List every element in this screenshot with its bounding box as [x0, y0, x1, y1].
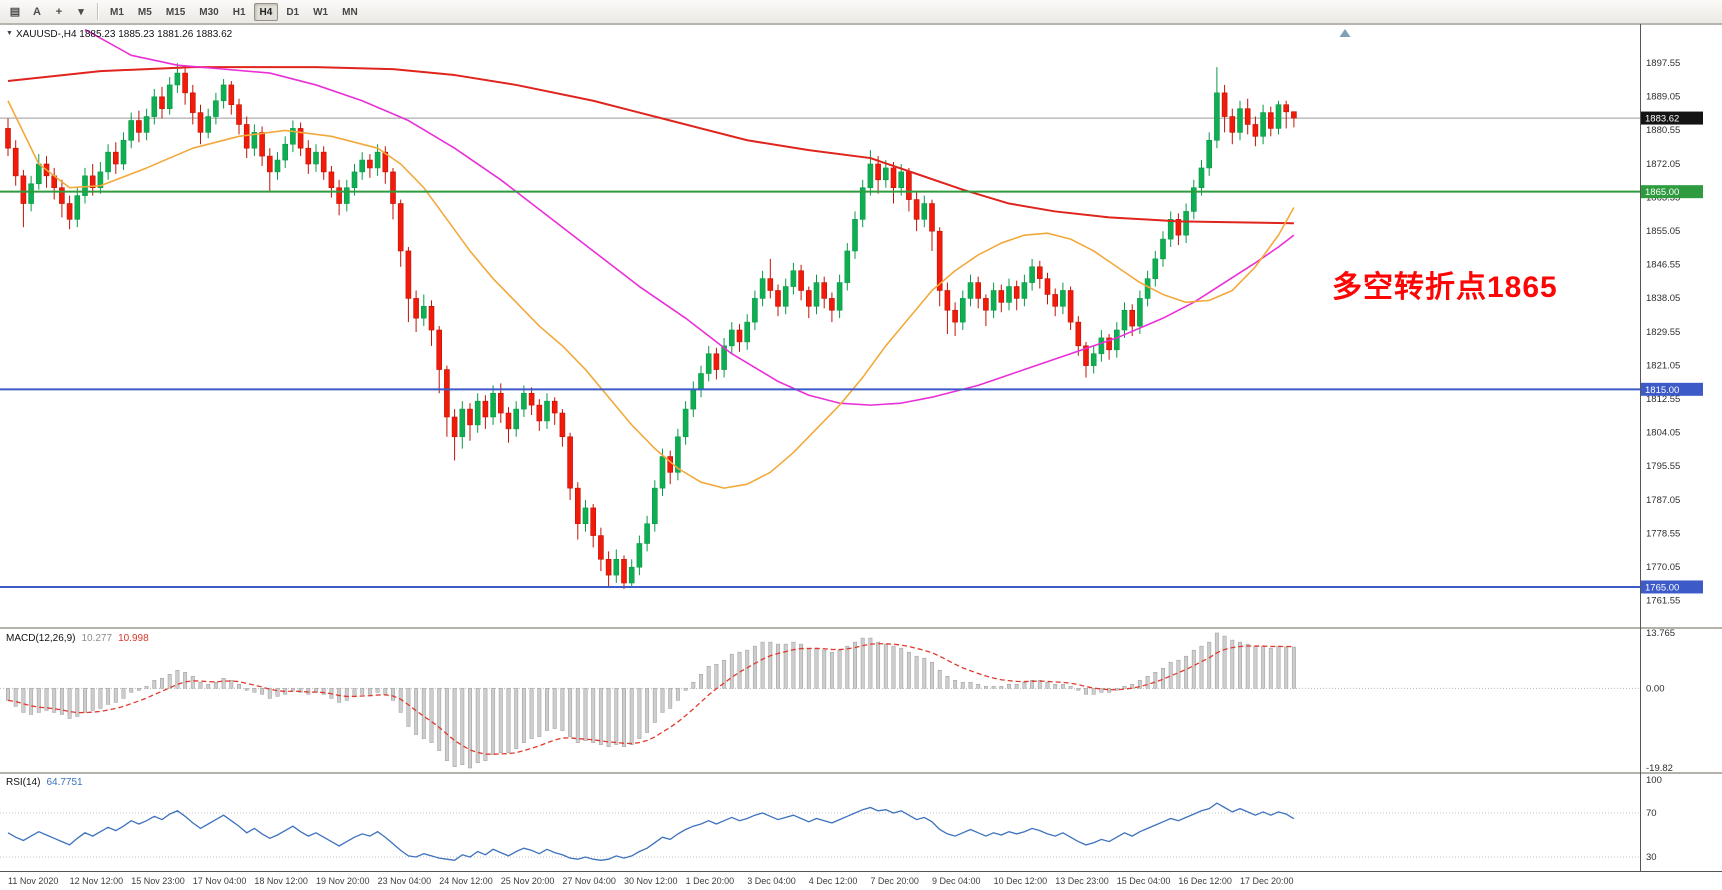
svg-text:1787.05: 1787.05: [1646, 495, 1680, 506]
svg-text:1838.05: 1838.05: [1646, 293, 1680, 304]
svg-text:17 Dec 20:00: 17 Dec 20:00: [1240, 876, 1294, 886]
symbol-dropdown-icon[interactable]: ▼: [6, 30, 13, 37]
svg-text:1815.00: 1815.00: [1645, 385, 1679, 396]
svg-text:23 Nov 04:00: 23 Nov 04:00: [378, 876, 432, 886]
time-scale[interactable]: [0, 871, 1640, 890]
svg-text:1897.55: 1897.55: [1646, 58, 1680, 69]
svg-text:1821.05: 1821.05: [1646, 360, 1680, 371]
svg-text:15 Nov 23:00: 15 Nov 23:00: [131, 876, 185, 886]
svg-text:1880.55: 1880.55: [1646, 125, 1680, 136]
svg-text:1812.55: 1812.55: [1646, 394, 1680, 405]
svg-text:19 Nov 20:00: 19 Nov 20:00: [316, 876, 370, 886]
svg-text:70: 70: [1646, 808, 1657, 819]
svg-text:1770.05: 1770.05: [1646, 562, 1680, 573]
timeframe-d1-button[interactable]: D1: [286, 6, 300, 18]
svg-text:16 Dec 12:00: 16 Dec 12:00: [1178, 876, 1232, 886]
svg-text:1855.05: 1855.05: [1646, 226, 1680, 237]
price-scale[interactable]: [1640, 24, 1722, 871]
crosshair-tool-icon[interactable]: +: [55, 5, 63, 18]
svg-text:0.00: 0.00: [1646, 683, 1665, 694]
svg-text:1795.55: 1795.55: [1646, 461, 1680, 472]
svg-text:13 Dec 23:00: 13 Dec 23:00: [1055, 876, 1109, 886]
timeframe-m1-button[interactable]: M1: [110, 6, 124, 18]
svg-text:17 Nov 04:00: 17 Nov 04:00: [193, 876, 247, 886]
timeframe-h4-button[interactable]: H4: [253, 2, 279, 21]
chart-canvas[interactable]: 1897.551889.051880.551872.051863.551855.…: [0, 24, 1722, 890]
toolbar-separator: [97, 3, 98, 20]
svg-text:12 Nov 12:00: 12 Nov 12:00: [70, 876, 124, 886]
svg-text:24 Nov 12:00: 24 Nov 12:00: [439, 876, 493, 886]
svg-text:7 Dec 20:00: 7 Dec 20:00: [870, 876, 919, 886]
svg-text:1765.00: 1765.00: [1645, 582, 1679, 593]
chart-window[interactable]: 1897.551889.051880.551872.051863.551855.…: [0, 24, 1722, 890]
svg-text:1846.55: 1846.55: [1646, 260, 1680, 271]
timeframe-w1-button[interactable]: W1: [313, 6, 329, 18]
svg-text:1865.00: 1865.00: [1645, 187, 1679, 198]
svg-text:27 Nov 04:00: 27 Nov 04:00: [562, 876, 616, 886]
text-tool-icon[interactable]: A: [33, 5, 41, 18]
line-tools-dropdown-icon[interactable]: ▾: [78, 6, 84, 18]
svg-text:25 Nov 20:00: 25 Nov 20:00: [501, 876, 555, 886]
svg-text:1 Dec 20:00: 1 Dec 20:00: [686, 876, 735, 886]
main-toolbar: ▤ A + ▾ M1 M5 M15 M30 H1 H4 D1 W1 MN: [0, 0, 1722, 24]
svg-text:3 Dec 04:00: 3 Dec 04:00: [747, 876, 796, 886]
timeframe-h1-button[interactable]: H1: [232, 6, 246, 18]
timeframe-m30-button[interactable]: M30: [199, 6, 219, 18]
svg-text:1804.05: 1804.05: [1646, 428, 1680, 439]
timeframe-mn-button[interactable]: MN: [342, 6, 358, 18]
svg-text:1778.55: 1778.55: [1646, 528, 1680, 539]
svg-text:18 Nov 12:00: 18 Nov 12:00: [254, 876, 308, 886]
svg-text:1829.55: 1829.55: [1646, 327, 1680, 338]
svg-text:1889.05: 1889.05: [1646, 92, 1680, 103]
svg-text:10 Dec 12:00: 10 Dec 12:00: [994, 876, 1048, 886]
svg-text:15 Dec 04:00: 15 Dec 04:00: [1117, 876, 1171, 886]
svg-text:30 Nov 12:00: 30 Nov 12:00: [624, 876, 678, 886]
timeframe-m5-button[interactable]: M5: [137, 6, 152, 18]
svg-text:11 Nov 2020: 11 Nov 2020: [8, 876, 58, 886]
svg-text:100: 100: [1646, 775, 1662, 786]
svg-text:13.765: 13.765: [1646, 628, 1675, 639]
svg-text:30: 30: [1646, 852, 1657, 863]
svg-text:1883.62: 1883.62: [1645, 114, 1679, 125]
timeframe-button-group: M1 M5 M15 M30 H1 H4 D1 W1 MN: [103, 2, 365, 21]
svg-text:1761.55: 1761.55: [1646, 596, 1680, 607]
svg-text:1872.05: 1872.05: [1646, 159, 1680, 170]
toolbar-icon-group: ▤ A + ▾: [4, 2, 92, 21]
chart-list-icon[interactable]: ▤: [9, 6, 21, 18]
svg-text:-19.82: -19.82: [1646, 763, 1673, 774]
timeframe-m15-button[interactable]: M15: [165, 6, 186, 18]
svg-text:4 Dec 12:00: 4 Dec 12:00: [809, 876, 858, 886]
svg-text:9 Dec 04:00: 9 Dec 04:00: [932, 876, 981, 886]
